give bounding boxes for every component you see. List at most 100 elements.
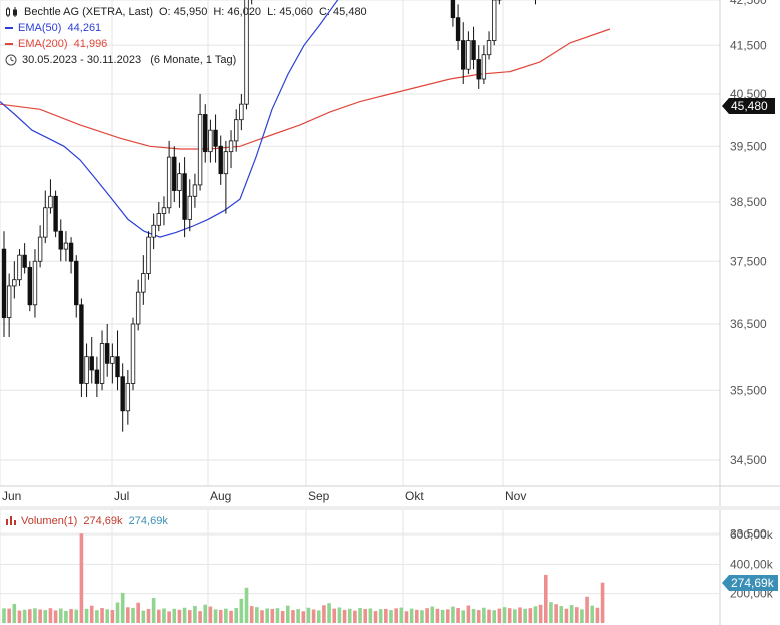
volume-bar <box>456 608 460 623</box>
candle <box>84 343 89 398</box>
candle <box>228 130 234 169</box>
candle <box>166 140 172 214</box>
price-tick-label: 41,500 <box>730 38 767 52</box>
volume-bar <box>120 592 125 623</box>
candle <box>22 243 27 274</box>
candle <box>17 249 22 286</box>
volume-value-1: 274,69k <box>83 515 123 527</box>
volume-bar <box>327 603 331 623</box>
volume-bar <box>301 611 306 623</box>
ema200-value: 41,996 <box>73 38 108 50</box>
price-tick-label: 33,500 <box>730 526 767 540</box>
volume-bar <box>482 607 486 623</box>
candle <box>213 114 218 163</box>
candle <box>461 22 466 84</box>
volume-bar <box>141 610 146 623</box>
volume-bar <box>64 610 68 623</box>
price-tick-label: 42,500 <box>730 0 767 7</box>
volume-bar <box>74 609 79 623</box>
volume-bar <box>316 610 321 623</box>
volume-bar <box>58 608 63 623</box>
volume-tick-label: 400,00k <box>730 557 774 571</box>
ema50-value: 44,261 <box>67 22 102 34</box>
volume-bar <box>48 608 53 623</box>
clock-icon <box>5 54 17 66</box>
volume-bar <box>95 610 99 623</box>
legend-row-ema50: EMA(50) 44,261 <box>5 20 367 36</box>
volume-bar <box>100 608 104 623</box>
volume-bar <box>89 605 94 623</box>
volume-tick-label: 600,00k <box>730 528 774 542</box>
candle <box>192 173 198 208</box>
volume-bar <box>22 609 27 623</box>
candle <box>130 317 136 391</box>
volume-bar <box>559 606 564 623</box>
instrument-title: Bechtle AG (XETRA, Last) <box>24 6 153 18</box>
price-tick-label: 40,500 <box>730 87 767 101</box>
month-tick-label: Okt <box>405 489 424 503</box>
volume-bar <box>420 610 424 623</box>
volume-bar <box>487 609 491 623</box>
candle <box>135 279 141 331</box>
volume-bar <box>38 609 42 623</box>
legend-row-ema200: EMA(200) 41,996 <box>5 36 367 52</box>
current-volume-badge: 274,69k <box>722 575 778 591</box>
candle <box>32 249 38 318</box>
volume-bar <box>296 609 300 623</box>
date-range-detail: (6 Monate, 1 Tag) <box>150 54 237 66</box>
volume-bar <box>69 609 73 623</box>
month-tick-label: Jun <box>2 489 21 503</box>
volume-bar <box>337 607 342 623</box>
volume-bar <box>600 582 605 623</box>
volume-bars <box>2 533 605 623</box>
volume-bar <box>585 596 589 623</box>
candle <box>534 0 536 5</box>
volume-bar <box>394 608 398 623</box>
volume-bar <box>136 602 140 623</box>
candle <box>12 261 17 299</box>
candle <box>177 162 182 208</box>
volume-bar <box>332 608 337 623</box>
volume-bar <box>28 609 32 623</box>
candle <box>79 298 84 398</box>
volume-bar <box>126 607 130 623</box>
volume-bar <box>533 606 538 623</box>
price-axis: 48,50047,00044,00042,50041,50040,50039,5… <box>730 0 767 540</box>
volume-bar <box>275 608 280 623</box>
volume-bar <box>53 610 58 623</box>
candle <box>197 94 203 191</box>
volume-bar <box>497 608 502 623</box>
volume-bar <box>270 608 275 623</box>
candle <box>455 4 461 50</box>
volume-bar <box>358 608 362 623</box>
volume-bar <box>291 610 295 623</box>
volume-bar <box>373 611 378 623</box>
volume-bar <box>564 608 569 623</box>
volume-bar <box>172 608 177 623</box>
candle <box>94 356 100 398</box>
volume-bar <box>12 603 17 623</box>
volume-bar <box>193 605 197 623</box>
candlestick-icon <box>6 7 17 17</box>
month-tick-label: Sep <box>308 489 330 503</box>
candle <box>218 135 223 185</box>
candle <box>27 261 32 312</box>
volume-bar <box>33 608 37 623</box>
high-label: H: <box>213 6 225 18</box>
volume-bar <box>244 587 249 623</box>
volume-bar <box>224 608 228 623</box>
volume-bar <box>286 605 290 623</box>
candle <box>63 231 69 262</box>
volume-bar <box>131 607 135 623</box>
month-tick-label: Aug <box>210 489 231 503</box>
candle <box>471 26 476 70</box>
volume-bar <box>569 605 574 623</box>
candle <box>48 179 53 214</box>
volume-bar <box>342 609 347 623</box>
volume-bar <box>218 609 223 623</box>
volume-bar <box>162 608 166 623</box>
volume-bar <box>213 609 218 623</box>
volume-bar <box>466 605 471 623</box>
volume-bar <box>43 610 48 623</box>
candle <box>223 140 229 214</box>
